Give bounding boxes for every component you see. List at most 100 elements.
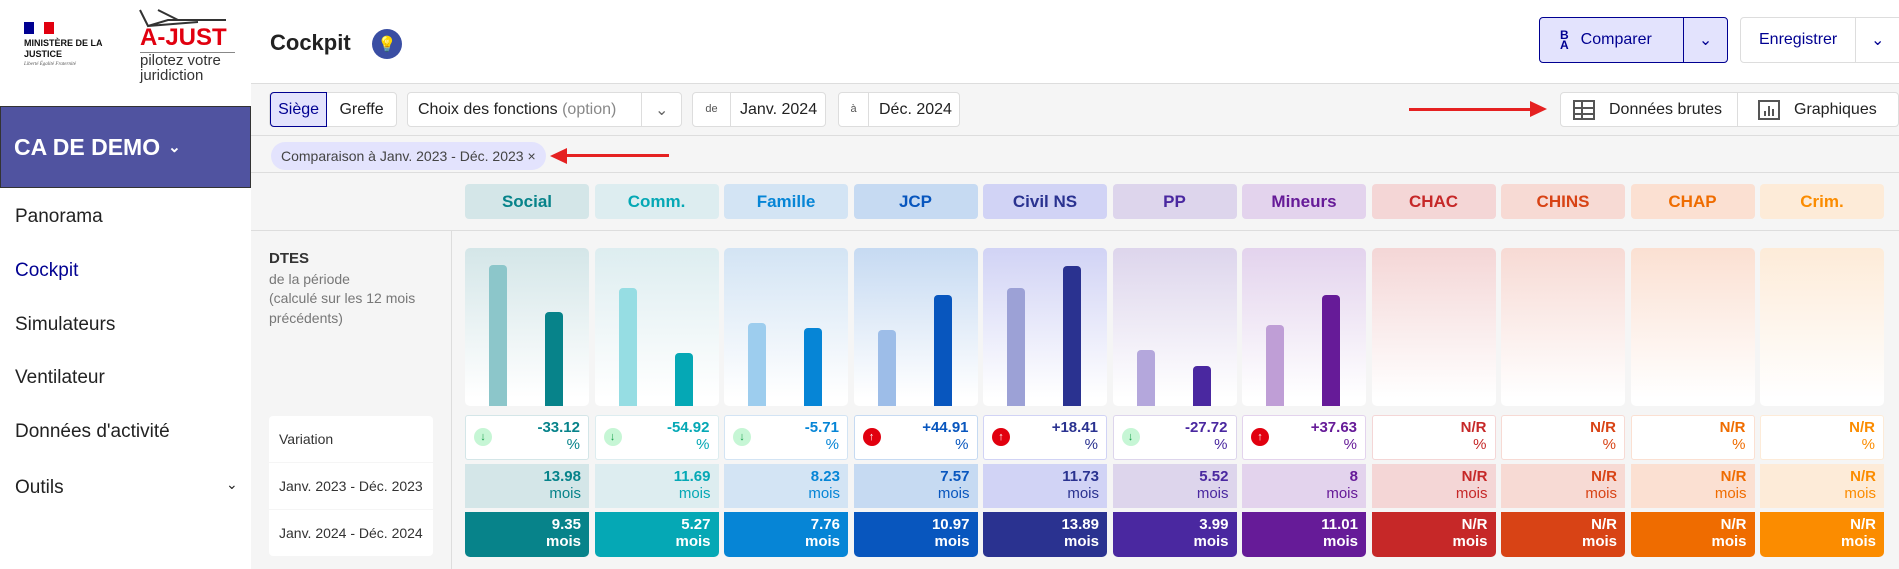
- category-tab[interactable]: CHINS: [1501, 184, 1625, 219]
- current-period-cell: N/R mois: [1501, 512, 1625, 557]
- date-to-field[interactable]: à Déc. 2024: [838, 92, 960, 127]
- percent-unit: %: [1343, 436, 1357, 453]
- raw-data-button[interactable]: Données brutes: [1561, 93, 1738, 126]
- arrow-up-icon: ↑: [862, 428, 881, 446]
- percent-unit: %: [825, 436, 839, 453]
- variation-cell: ↓ -54.92 %: [594, 415, 719, 460]
- date-from-field[interactable]: de Janv. 2024: [692, 92, 826, 127]
- unit-label: mois: [934, 533, 970, 550]
- category-tab[interactable]: Famille: [724, 184, 848, 219]
- current-period-cell: 11.01 mois: [1242, 512, 1366, 557]
- lightbulb-icon[interactable]: 💡: [372, 29, 402, 59]
- divider: [251, 172, 1899, 173]
- category-tab[interactable]: JCP: [853, 184, 978, 219]
- previous-period-cell: 7.57 mois: [853, 464, 978, 508]
- ajust-logo[interactable]: A-JUST pilotez votre juridiction: [139, 9, 235, 84]
- variation-cell: ↑ +44.91 %: [853, 415, 978, 460]
- annotation-arrow: [1409, 108, 1539, 111]
- current-period-bar: [1063, 265, 1081, 406]
- variation-value: N/R: [1719, 419, 1746, 436]
- percent-unit: %: [955, 436, 969, 453]
- category-tab[interactable]: Crim.: [1760, 184, 1884, 219]
- variation-cell: N/R %: [1371, 415, 1496, 460]
- previous-period-bar: [489, 264, 507, 406]
- previous-value: 11.69: [673, 468, 711, 485]
- metric-note: (calculé sur les 12 mois précédents): [269, 290, 416, 326]
- chevron-down-icon[interactable]: ⌄: [226, 476, 238, 492]
- previous-value: N/R: [1720, 468, 1747, 485]
- category-tab[interactable]: CHAP: [1630, 184, 1755, 219]
- previous-period-cell: 5.52 mois: [1112, 464, 1237, 508]
- current-period-bar: [933, 295, 952, 406]
- nav-simulateurs[interactable]: Simulateurs: [15, 314, 116, 335]
- previous-period-cell: 8 mois: [1242, 464, 1366, 508]
- previous-period-bar: [1007, 287, 1025, 406]
- previous-value: 5.52: [1199, 468, 1229, 485]
- percent-unit: %: [696, 436, 710, 453]
- court-selector[interactable]: CA DE DEMO ⌄: [0, 106, 251, 188]
- unit-label: mois: [545, 533, 581, 550]
- compare-label: Comparer: [1580, 31, 1652, 48]
- app-tagline: pilotez votre juridiction: [140, 52, 221, 84]
- arrow-up-icon: ↑: [1251, 428, 1269, 446]
- unit-label: mois: [1067, 485, 1099, 502]
- previous-value: 8: [1349, 468, 1358, 485]
- current-period-bar: [1192, 365, 1211, 406]
- date-from-label: de: [693, 92, 731, 127]
- previous-value: N/R: [1461, 468, 1488, 485]
- unit-label: mois: [1322, 533, 1358, 550]
- siege-toggle[interactable]: Siège: [270, 92, 328, 127]
- variation-value: +37.63: [1310, 419, 1357, 436]
- current-period-cell: 13.89 mois: [983, 512, 1107, 557]
- unit-label: mois: [1193, 533, 1229, 550]
- functions-select[interactable]: Choix des fonctions (option) ⌄: [407, 92, 682, 127]
- percent-unit: %: [1084, 436, 1098, 453]
- court-name: CA DE DEMO: [14, 133, 161, 160]
- greffe-toggle[interactable]: Greffe: [339, 100, 384, 118]
- variation-cell: ↑ +18.41 %: [983, 415, 1107, 460]
- previous-value: 11.73: [1062, 468, 1099, 485]
- nav-donnees-activite[interactable]: Données d'activité: [15, 421, 170, 442]
- ministry-name: MINISTÈRE DE LA JUSTICE: [24, 38, 103, 59]
- category-chart: [983, 248, 1107, 406]
- category-tab[interactable]: Comm.: [594, 184, 719, 219]
- ministry-logo: MINISTÈRE DE LA JUSTICE Liberté Égalité …: [24, 22, 104, 68]
- variation-value: -33.12: [537, 419, 580, 436]
- charts-label: Graphiques: [1794, 100, 1877, 118]
- category-tab[interactable]: PP: [1112, 184, 1237, 219]
- save-dropdown-icon[interactable]: ⌄: [1855, 18, 1899, 62]
- save-button[interactable]: Enregistrer ⌄: [1740, 17, 1899, 63]
- compare-dropdown-icon[interactable]: ⌄: [1683, 18, 1727, 62]
- current-period-bar: [1322, 294, 1340, 406]
- variation-value: -54.92: [666, 419, 710, 436]
- comparison-chip-label: Comparaison à Janv. 2023 - Déc. 2023: [281, 148, 524, 164]
- category-tab[interactable]: Mineurs: [1242, 184, 1366, 219]
- category-tab[interactable]: Social: [465, 184, 589, 219]
- variation-value: +44.91: [922, 419, 969, 436]
- nav-cockpit[interactable]: Cockpit: [15, 260, 79, 281]
- unit-label: mois: [1581, 533, 1617, 550]
- category-chart: [1371, 248, 1496, 406]
- category-tab[interactable]: Civil NS: [983, 184, 1107, 219]
- nav-outils[interactable]: Outils: [15, 477, 64, 498]
- variation-cell: N/R %: [1760, 415, 1884, 460]
- charts-button[interactable]: Graphiques: [1738, 99, 1877, 120]
- unit-label: mois: [675, 533, 711, 550]
- previous-period-cell: N/R mois: [1630, 464, 1755, 508]
- previous-period-cell: N/R mois: [1371, 464, 1496, 508]
- current-value: N/R: [1591, 516, 1617, 533]
- current-value: 13.89: [1061, 516, 1099, 533]
- annotation-arrow: [565, 154, 669, 157]
- unit-label: mois: [1196, 485, 1229, 502]
- date-from-value: Janv. 2024: [740, 100, 818, 118]
- sidebar: MINISTÈRE DE LA JUSTICE Liberté Égalité …: [0, 0, 251, 569]
- category-chart: [594, 248, 719, 406]
- category-tab[interactable]: CHAC: [1371, 184, 1496, 219]
- percent-unit: %: [566, 436, 580, 453]
- unit-label: mois: [1840, 533, 1876, 550]
- nav-ventilateur[interactable]: Ventilateur: [15, 367, 105, 388]
- close-icon[interactable]: ×: [527, 148, 536, 164]
- current-value: 3.99: [1199, 516, 1229, 533]
- nav-panorama[interactable]: Panorama: [15, 206, 103, 227]
